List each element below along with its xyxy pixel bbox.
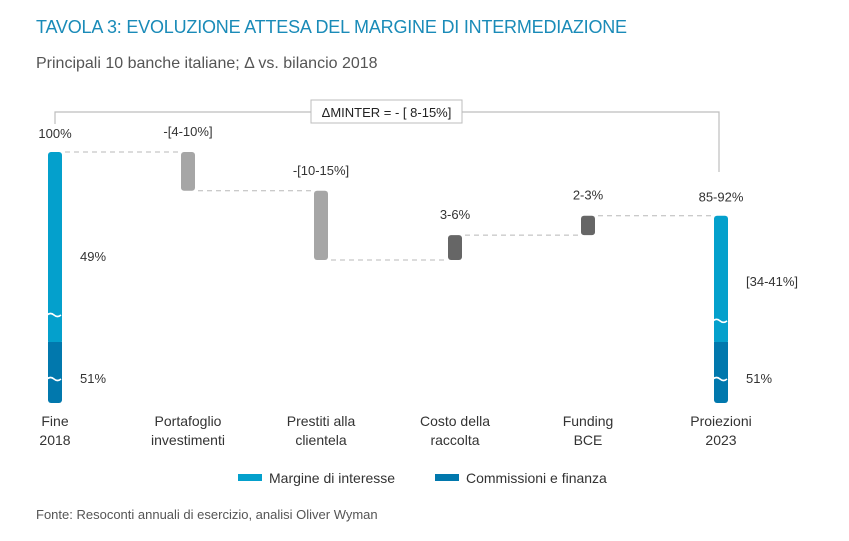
category-label: raccolta	[430, 432, 479, 448]
data-label-increase: 2-3%	[573, 188, 604, 203]
category-label: 2018	[39, 432, 70, 448]
legend-swatch	[238, 474, 262, 481]
category-label: Prestiti alla	[287, 413, 356, 429]
bar-segment-margine-interesse	[714, 215, 728, 344]
axis-break-mark	[46, 376, 62, 382]
bar-segment-commissioni-finanza	[48, 342, 62, 403]
legend-label: Commissioni e finanza	[466, 470, 607, 486]
category-label: Portafoglio	[155, 413, 222, 429]
bar-increase	[448, 235, 462, 260]
category-label: clientela	[295, 432, 347, 448]
bar-segment-margine-interesse	[48, 152, 62, 344]
category-label: Fine	[41, 413, 68, 429]
bar-decrease	[314, 190, 328, 260]
bar-increase	[581, 215, 595, 236]
data-label-total: 100%	[38, 126, 72, 141]
category-label: BCE	[574, 432, 603, 448]
source-note: Fonte: Resoconti annuali di esercizio, a…	[36, 507, 378, 522]
data-label-total: 85-92%	[699, 190, 744, 205]
chart-subtitle: Principali 10 banche italiane; Δ vs. bil…	[36, 55, 378, 72]
legend-label: Margine di interesse	[269, 470, 395, 486]
category-label: Costo della	[420, 413, 490, 429]
bar-segment-joint	[48, 342, 62, 348]
bar-segment-commissioni-finanza	[714, 342, 728, 403]
axis-break-mark	[46, 312, 62, 318]
annotation-label: ΔMINTER = - [ 8-15%]	[322, 105, 452, 120]
data-label-margine-interesse: 49%	[80, 249, 106, 264]
chart-title: TAVOLA 3: EVOLUZIONE ATTESA DEL MARGINE …	[36, 17, 627, 37]
bar-decrease	[181, 152, 195, 191]
data-label-commissioni-finanza: 51%	[80, 371, 106, 386]
data-label-increase: 3-6%	[440, 207, 471, 222]
data-label-commissioni-finanza: 51%	[746, 371, 772, 386]
axis-break-mark	[712, 376, 728, 382]
annotation-box	[310, 99, 463, 124]
category-label: Funding	[563, 413, 614, 429]
bar-segment-joint	[714, 342, 728, 348]
category-label: 2023	[705, 432, 736, 448]
data-label-decrease: -[4-10%]	[163, 124, 212, 139]
data-label-margine-interesse: [34-41%]	[746, 274, 798, 289]
category-label: investimenti	[151, 432, 225, 448]
category-label: Proiezioni	[690, 413, 751, 429]
data-label-decrease: -[10-15%]	[293, 163, 349, 178]
axis-break-mark	[712, 318, 728, 324]
legend-swatch	[435, 474, 459, 481]
